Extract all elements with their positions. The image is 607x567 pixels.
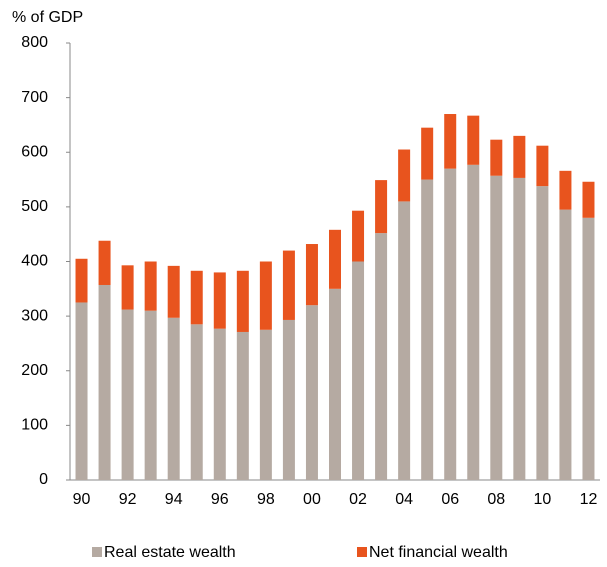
bar-segment	[190, 270, 203, 325]
bar-segment	[421, 127, 434, 180]
bar-segment	[121, 265, 134, 310]
legend-swatch	[357, 547, 367, 557]
bar-segment	[75, 302, 88, 480]
x-tick-label: 08	[487, 491, 505, 508]
bar-segment	[305, 305, 318, 480]
y-tick-label: 800	[21, 34, 48, 51]
bar-segment	[236, 270, 249, 332]
bar-segment	[536, 186, 549, 480]
y-tick-label: 700	[21, 89, 48, 106]
y-tick-label: 500	[21, 198, 48, 215]
legend-label: Net financial wealth	[369, 544, 508, 561]
x-tick-label: 04	[395, 491, 413, 508]
bar-segment	[421, 179, 434, 480]
bar-segment	[375, 233, 388, 480]
bar-segment	[398, 149, 411, 202]
bar-segment	[559, 170, 572, 210]
bar-segment	[513, 135, 526, 178]
bar-segment	[467, 115, 480, 165]
bar-segment	[582, 181, 595, 218]
y-tick-label: 200	[21, 362, 48, 379]
bar-segment	[559, 209, 572, 480]
bar-segment	[75, 258, 88, 303]
bar-segment	[236, 331, 249, 480]
bar-segment	[329, 288, 341, 480]
x-tick-label: 06	[441, 491, 459, 508]
x-tick-label: 90	[73, 491, 91, 508]
bar-segment	[144, 310, 157, 480]
bar-segment	[444, 168, 457, 480]
bar-segment	[144, 261, 157, 311]
bar-segment	[444, 114, 457, 169]
y-tick-label: 0	[39, 471, 48, 488]
bar-segment	[121, 309, 134, 480]
y-tick-label: 400	[21, 253, 48, 270]
y-tick-label: 600	[21, 143, 48, 160]
bar-segment	[352, 210, 365, 262]
bar-segment	[282, 250, 295, 320]
bar-segment	[582, 217, 595, 481]
bar-segment	[213, 328, 226, 480]
bar-segment	[190, 324, 203, 480]
bar-segment	[490, 139, 503, 176]
x-tick-label: 10	[533, 491, 551, 508]
y-axis-title: % of GDP	[12, 9, 83, 26]
x-tick-label: 00	[303, 491, 321, 508]
y-tick-label: 300	[21, 307, 48, 324]
bar-segment	[167, 317, 180, 480]
bar-segment	[259, 261, 272, 330]
bar-segment	[282, 319, 295, 480]
y-tick-label: 100	[21, 417, 48, 434]
bar-segment	[513, 177, 526, 480]
bar-segment	[536, 145, 549, 187]
x-tick-label: 98	[257, 491, 275, 508]
bar-segment	[167, 265, 180, 318]
x-tick-label: 02	[349, 491, 367, 508]
x-tick-label: 12	[580, 491, 598, 508]
legend-label: Real estate wealth	[104, 544, 236, 561]
bar-segment	[490, 175, 503, 480]
bar-segment	[352, 261, 365, 480]
bar-segment	[329, 229, 341, 289]
bar-segment	[398, 201, 411, 480]
x-tick-label: 96	[211, 491, 229, 508]
x-tick-label: 92	[119, 491, 137, 508]
bar-segment	[375, 180, 388, 234]
legend-swatch	[92, 547, 102, 557]
bar-segment	[98, 284, 111, 480]
bar-segment	[98, 240, 111, 285]
bar-segment	[467, 164, 480, 480]
bar-segment	[305, 244, 318, 306]
bar-segment	[259, 329, 272, 480]
bar-segment	[213, 272, 226, 329]
x-tick-label: 94	[165, 491, 183, 508]
